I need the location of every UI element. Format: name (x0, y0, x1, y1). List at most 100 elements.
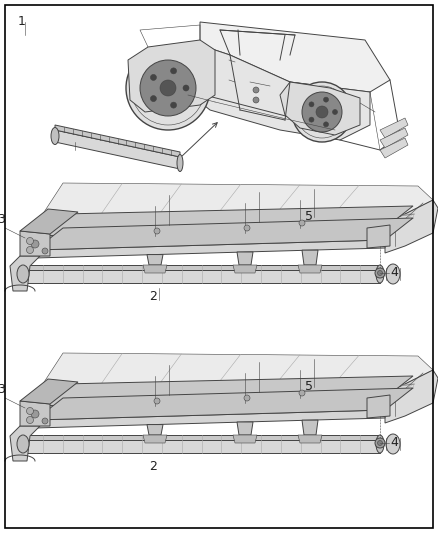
Circle shape (160, 80, 176, 96)
Polygon shape (40, 384, 415, 398)
Polygon shape (65, 392, 365, 406)
Polygon shape (20, 379, 78, 404)
Polygon shape (233, 265, 257, 273)
Polygon shape (35, 206, 413, 236)
Polygon shape (35, 218, 413, 250)
Circle shape (170, 68, 177, 74)
Polygon shape (35, 183, 433, 226)
Polygon shape (298, 265, 322, 273)
Polygon shape (233, 435, 257, 443)
Ellipse shape (376, 435, 384, 453)
Text: 3: 3 (0, 383, 5, 396)
Polygon shape (35, 398, 385, 414)
Text: 5: 5 (305, 381, 313, 393)
Ellipse shape (17, 435, 29, 453)
Circle shape (150, 95, 156, 102)
Ellipse shape (17, 265, 29, 283)
Circle shape (126, 46, 210, 130)
Circle shape (170, 102, 177, 108)
Circle shape (244, 225, 250, 231)
Polygon shape (380, 138, 408, 158)
Polygon shape (35, 228, 385, 244)
Polygon shape (237, 252, 253, 265)
Circle shape (324, 122, 328, 127)
Polygon shape (302, 420, 318, 435)
Polygon shape (280, 82, 360, 135)
Circle shape (309, 102, 314, 107)
Polygon shape (237, 422, 253, 435)
Polygon shape (10, 426, 40, 461)
Polygon shape (147, 425, 163, 435)
Circle shape (292, 82, 352, 142)
Polygon shape (23, 270, 380, 283)
Circle shape (31, 410, 39, 418)
Circle shape (27, 238, 33, 245)
Text: 4: 4 (390, 436, 398, 449)
Ellipse shape (177, 155, 183, 172)
Polygon shape (35, 240, 385, 258)
Circle shape (375, 268, 385, 278)
Polygon shape (10, 256, 40, 291)
Circle shape (302, 92, 342, 132)
Ellipse shape (386, 434, 400, 454)
Text: 2: 2 (148, 460, 156, 473)
Circle shape (332, 109, 338, 115)
Circle shape (378, 440, 382, 446)
Circle shape (299, 390, 305, 396)
Ellipse shape (386, 264, 400, 284)
Text: 2: 2 (148, 290, 156, 303)
Circle shape (253, 97, 259, 103)
Polygon shape (55, 130, 180, 169)
Circle shape (244, 395, 250, 401)
Polygon shape (380, 128, 408, 148)
Polygon shape (385, 370, 438, 423)
Circle shape (378, 271, 382, 276)
Polygon shape (128, 40, 215, 112)
Polygon shape (35, 376, 413, 406)
Circle shape (183, 85, 189, 91)
Circle shape (309, 117, 314, 122)
Polygon shape (185, 45, 370, 140)
Polygon shape (23, 435, 380, 440)
Circle shape (150, 75, 156, 80)
Text: 1: 1 (18, 15, 26, 28)
Polygon shape (20, 231, 50, 256)
Circle shape (375, 438, 385, 448)
Polygon shape (35, 410, 385, 428)
Polygon shape (55, 125, 180, 157)
Polygon shape (367, 395, 390, 418)
Text: 4: 4 (390, 266, 398, 279)
Polygon shape (147, 255, 163, 265)
Circle shape (140, 60, 196, 116)
Circle shape (253, 87, 259, 93)
Polygon shape (298, 435, 322, 443)
Text: 3: 3 (0, 213, 5, 226)
Polygon shape (65, 222, 365, 236)
Circle shape (324, 97, 328, 102)
Polygon shape (200, 22, 390, 92)
Polygon shape (40, 214, 415, 228)
Polygon shape (35, 388, 413, 420)
Circle shape (154, 398, 160, 404)
Circle shape (154, 228, 160, 234)
Polygon shape (23, 265, 380, 270)
Polygon shape (20, 401, 50, 426)
Polygon shape (20, 209, 78, 234)
Circle shape (27, 246, 33, 254)
Polygon shape (302, 250, 318, 265)
Polygon shape (143, 435, 167, 443)
Polygon shape (380, 118, 408, 138)
Polygon shape (23, 440, 380, 453)
Circle shape (299, 220, 305, 226)
Polygon shape (143, 265, 167, 273)
Ellipse shape (376, 265, 384, 283)
Polygon shape (367, 225, 390, 248)
Circle shape (27, 408, 33, 415)
Ellipse shape (51, 127, 59, 144)
Circle shape (31, 240, 39, 248)
Polygon shape (35, 353, 433, 396)
Text: 5: 5 (305, 211, 313, 223)
Circle shape (316, 106, 328, 118)
Polygon shape (385, 200, 438, 253)
Circle shape (42, 248, 48, 254)
